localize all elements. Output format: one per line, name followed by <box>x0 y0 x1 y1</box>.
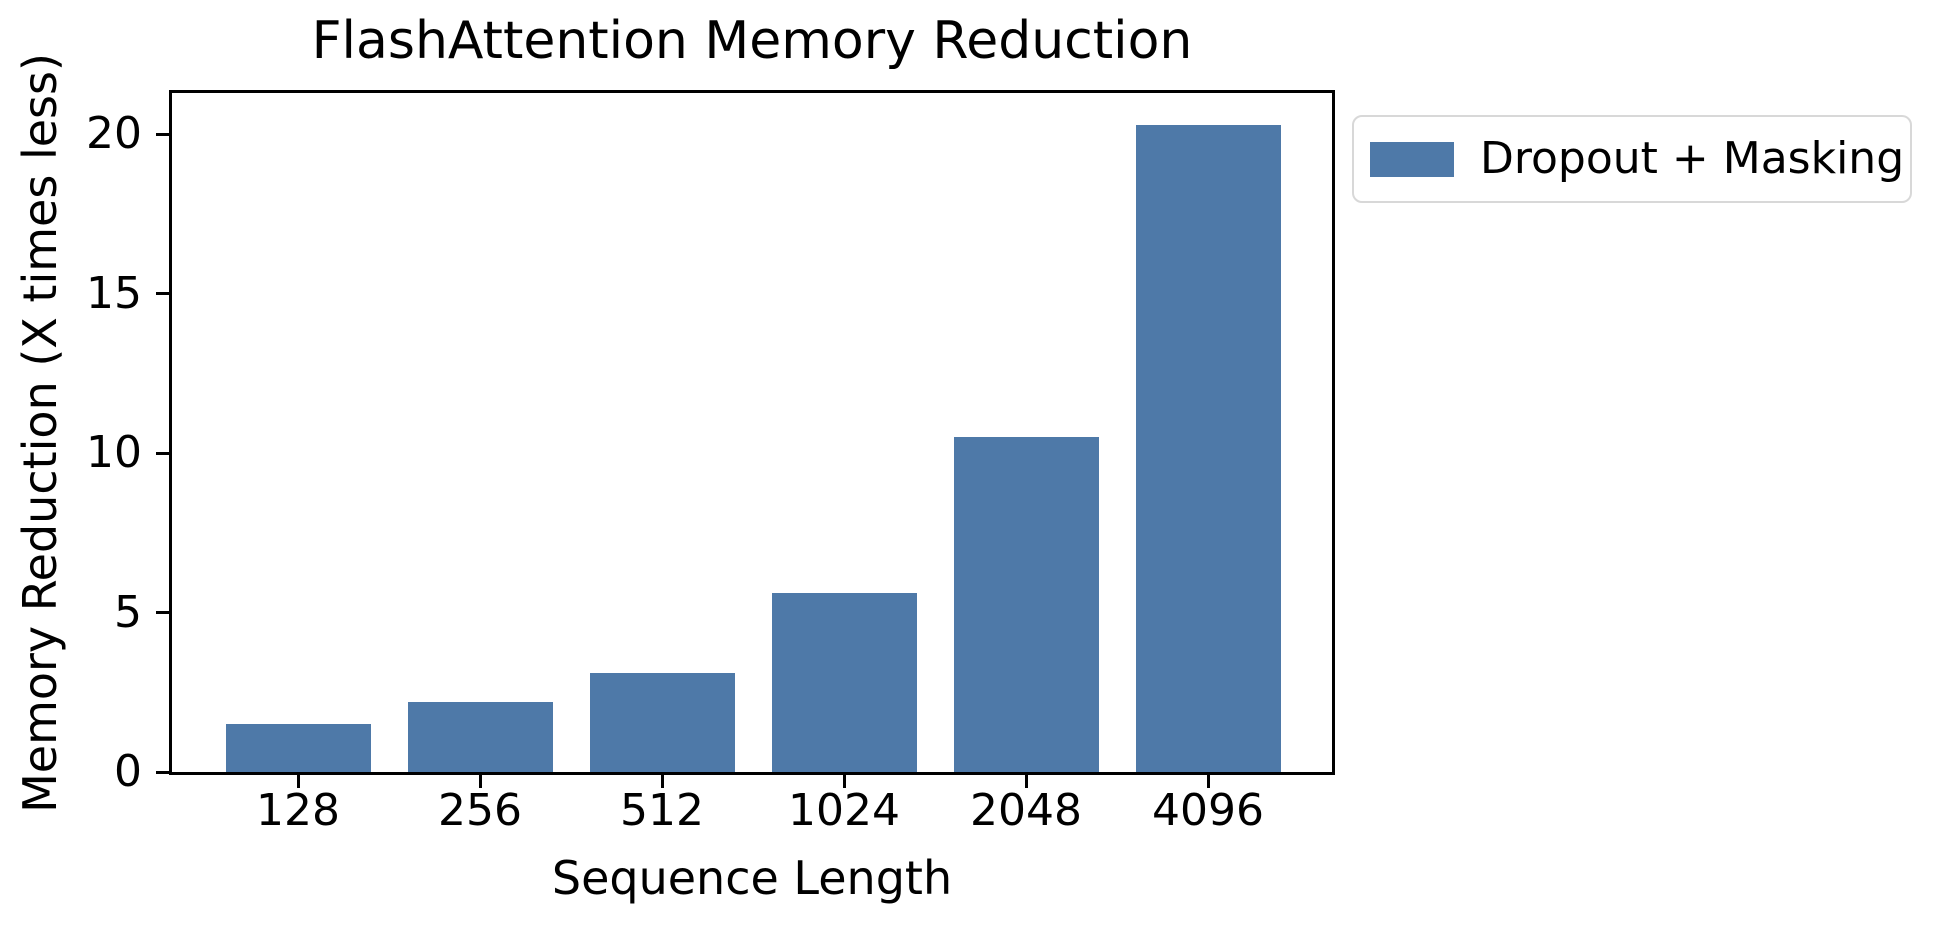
bar-1024 <box>771 593 917 772</box>
x-tick-mark-1024 <box>842 775 846 788</box>
y-tick-label-0: 0 <box>114 746 142 797</box>
y-tick-label-10: 10 <box>86 427 142 479</box>
y-tick-label-20: 20 <box>86 108 142 160</box>
bar-4096 <box>1135 125 1281 772</box>
y-tick-mark-0 <box>156 770 169 774</box>
y-tick-mark-10 <box>156 451 169 455</box>
legend-box: Dropout + Masking <box>1352 115 1912 203</box>
x-tick-label-128: 128 <box>256 785 340 836</box>
x-tick-label-1024: 1024 <box>788 785 900 836</box>
x-axis-label: Sequence Length <box>551 851 953 905</box>
x-tick-mark-128 <box>296 775 300 788</box>
x-tick-label-256: 256 <box>438 785 522 836</box>
x-tick-mark-4096 <box>1206 775 1210 788</box>
y-tick-label-15: 15 <box>86 267 142 319</box>
bar-2048 <box>953 437 1099 772</box>
x-tick-mark-512 <box>660 775 664 788</box>
chart-title: FlashAttention Memory Reduction <box>311 11 1193 71</box>
x-tick-mark-256 <box>478 775 482 788</box>
y-tick-mark-15 <box>156 292 169 296</box>
y-tick-label-5: 5 <box>114 586 142 638</box>
legend-swatch-dropout-masking <box>1370 141 1454 177</box>
x-tick-label-4096: 4096 <box>1152 785 1264 836</box>
plot-area <box>172 93 1332 772</box>
x-tick-label-512: 512 <box>620 785 704 836</box>
bar-256 <box>407 702 553 772</box>
x-tick-mark-2048 <box>1024 775 1028 788</box>
x-tick-label-2048: 2048 <box>970 785 1082 836</box>
y-tick-mark-5 <box>156 611 169 615</box>
y-tick-mark-20 <box>156 132 169 136</box>
legend-label: Dropout + Masking <box>1480 133 1905 184</box>
bar-128 <box>225 724 371 772</box>
bar-512 <box>589 673 735 772</box>
